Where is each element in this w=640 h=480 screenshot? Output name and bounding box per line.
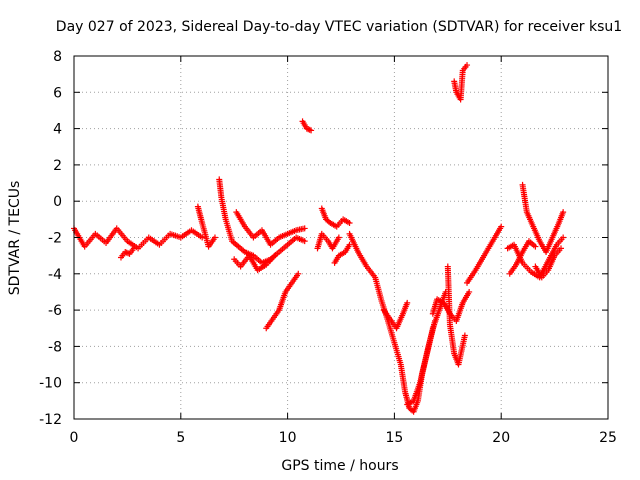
data-point-marker	[125, 250, 132, 257]
data-point-marker	[335, 234, 342, 241]
series-arc-6	[233, 209, 308, 248]
series-arc-19	[504, 234, 567, 281]
data-points	[71, 62, 567, 415]
grid-lines	[74, 56, 608, 419]
series-arc-13	[380, 299, 411, 332]
data-point-marker	[130, 245, 137, 252]
y-tick-label: 2	[53, 158, 62, 174]
series-arc-8	[299, 118, 315, 134]
y-tick-label: -4	[48, 267, 62, 283]
series-arc-5	[231, 252, 278, 274]
data-point-marker	[301, 225, 308, 232]
data-point-marker	[295, 270, 302, 277]
y-tick-label: 0	[53, 194, 62, 210]
series-arc-1	[71, 225, 206, 252]
y-tick-label: -12	[39, 412, 62, 428]
data-point-marker	[461, 332, 468, 339]
y-tick-label: -10	[39, 376, 62, 392]
series-arc-7	[263, 270, 302, 332]
data-point-marker	[199, 234, 206, 241]
series-arc-18	[464, 223, 505, 286]
data-point-marker	[560, 209, 567, 216]
x-tick-label: 10	[279, 430, 297, 446]
x-axis-label: GPS time / hours	[281, 458, 398, 474]
x-tick-label: 15	[385, 430, 403, 446]
x-tick-label: 20	[492, 430, 510, 446]
data-point-marker	[532, 243, 539, 250]
y-tick-label: -8	[48, 339, 62, 355]
data-point-marker	[498, 223, 505, 230]
y-tick-label: 6	[53, 85, 62, 101]
data-point-marker	[271, 252, 278, 259]
data-point-marker	[560, 234, 567, 241]
y-axis-label: SDTVAR / TECUs	[7, 181, 23, 296]
y-tick-label: 4	[53, 122, 62, 138]
data-point-marker	[211, 234, 218, 241]
data-point-marker	[404, 299, 411, 306]
data-point-marker	[308, 127, 315, 134]
data-point-marker	[123, 249, 130, 256]
data-point-marker	[346, 241, 353, 248]
series-arc-21	[519, 181, 567, 256]
series-arc-16	[444, 263, 468, 368]
data-point-marker	[464, 62, 471, 69]
series-arc-10	[318, 205, 353, 230]
data-point-marker	[346, 219, 353, 226]
series-arc-20	[506, 238, 539, 277]
y-tick-label: -2	[48, 231, 62, 247]
series-arc-4	[216, 176, 308, 266]
data-point-marker	[558, 245, 565, 252]
series-arc-17	[451, 62, 471, 103]
axis-ticks: 0 5 10 15 20 25 -12 -10 -8 -6 -4 -2 0 2 4 6 8	[39, 49, 617, 446]
series-arc-9	[314, 230, 342, 252]
y-tick-label: 8	[53, 49, 62, 65]
series-arc-22	[532, 245, 565, 281]
x-tick-label: 25	[599, 430, 617, 446]
x-tick-label: 5	[176, 430, 185, 446]
series-arc-11	[331, 241, 353, 266]
data-point-marker	[306, 126, 313, 133]
x-tick-label: 0	[70, 430, 79, 446]
series-arc-14	[404, 288, 449, 408]
data-point-marker	[466, 288, 473, 295]
data-point-marker	[301, 238, 308, 245]
chart-title: Day 027 of 2023, Sidereal Day-to-day VTE…	[56, 19, 622, 35]
y-tick-label: -6	[48, 303, 62, 319]
series-arc-3	[194, 203, 218, 250]
series-arc-2	[117, 245, 137, 261]
